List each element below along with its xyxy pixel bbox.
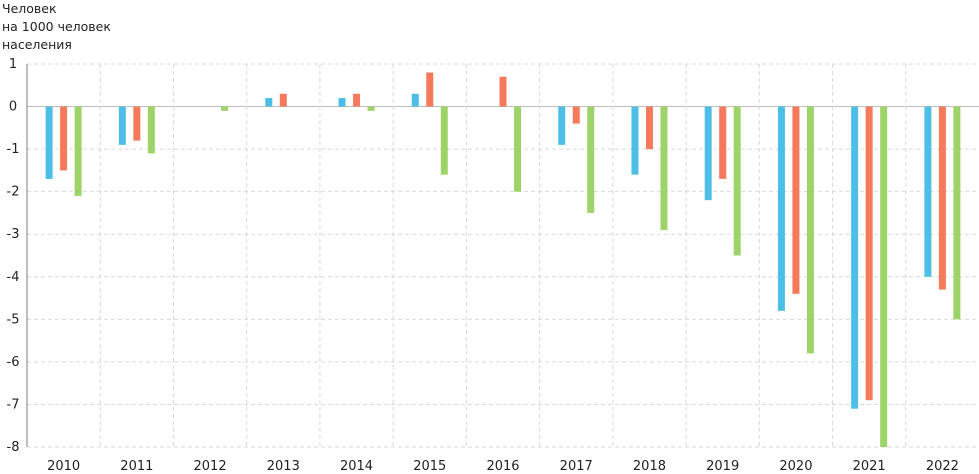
x-tick-label: 2010 <box>47 459 80 474</box>
y-tick-label: -8 <box>7 440 20 455</box>
bar <box>221 106 229 111</box>
bar <box>587 106 595 213</box>
y-axis-label-line-3: населения <box>2 37 72 52</box>
bar <box>880 106 888 448</box>
x-tick-label: 2013 <box>267 459 300 474</box>
x-tick-label: 2018 <box>633 459 666 474</box>
bar <box>147 106 155 154</box>
bar <box>440 106 448 175</box>
x-tick-label: 2015 <box>413 459 446 474</box>
bar <box>733 106 741 256</box>
x-tick-label: 2019 <box>706 459 739 474</box>
bar <box>118 106 126 145</box>
y-tick-label: -6 <box>7 355 20 370</box>
bar <box>792 106 800 294</box>
bar <box>719 106 727 179</box>
bar <box>558 106 566 145</box>
y-tick-label: -7 <box>7 397 20 412</box>
bar <box>806 106 814 354</box>
bar <box>924 106 932 277</box>
x-tick-label: 2011 <box>120 459 153 474</box>
y-axis-label-line-1: Человек <box>2 1 57 16</box>
bar <box>74 106 82 196</box>
x-tick-label: 2016 <box>486 459 519 474</box>
bar <box>353 93 361 107</box>
bar <box>572 106 580 124</box>
x-tick-label: 2021 <box>853 459 886 474</box>
bar <box>338 98 346 107</box>
y-tick-label: 0 <box>9 100 17 115</box>
y-tick-label: -2 <box>7 185 20 200</box>
bar <box>851 106 859 409</box>
bar <box>499 76 507 107</box>
bar <box>514 106 521 192</box>
x-tick-label: 2012 <box>194 459 227 474</box>
bar <box>865 106 873 401</box>
bar <box>367 106 375 111</box>
bar <box>265 98 273 107</box>
bar <box>411 93 419 107</box>
y-tick-label: 1 <box>9 57 17 72</box>
y-tick-label: -1 <box>7 142 20 157</box>
bar <box>953 106 961 320</box>
y-tick-label: -4 <box>7 270 20 285</box>
bar <box>938 106 946 290</box>
bar <box>279 93 287 107</box>
bar <box>426 72 434 107</box>
y-axis-label: Человек на 1000 человек населения <box>2 0 142 54</box>
y-tick-label: -3 <box>7 227 20 242</box>
bar <box>704 106 712 201</box>
y-axis-label-line-2: на 1000 человек <box>2 19 111 34</box>
bar <box>45 106 53 179</box>
y-tick-label: -5 <box>7 312 20 327</box>
x-tick-label: 2017 <box>560 459 593 474</box>
bar <box>60 106 68 171</box>
bar <box>631 106 639 175</box>
x-tick-label: 2014 <box>340 459 373 474</box>
x-tick-label: 2020 <box>779 459 812 474</box>
bar <box>133 106 141 141</box>
x-tick-label: 2022 <box>926 459 959 474</box>
bar <box>777 106 785 311</box>
bar <box>645 106 653 150</box>
bar <box>660 106 668 230</box>
